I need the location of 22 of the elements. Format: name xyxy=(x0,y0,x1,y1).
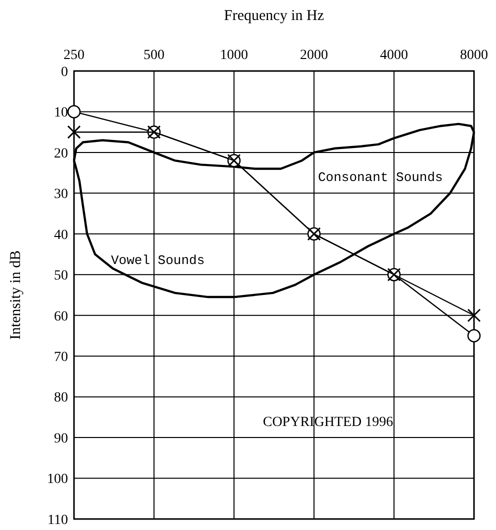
y-tick-label: 70 xyxy=(54,350,68,365)
y-tick-label: 40 xyxy=(54,228,68,243)
y-tick-label: 110 xyxy=(48,512,68,528)
y-tick-label: 50 xyxy=(54,268,68,284)
y-tick-label: 60 xyxy=(54,309,68,324)
x-tick-label: 500 xyxy=(144,48,164,63)
x-tick-label: 1000 xyxy=(220,48,248,63)
y-tick-label: 20 xyxy=(54,146,68,162)
x-tick-label: 4000 xyxy=(380,48,408,63)
x-axis-title: Frequency in Hz xyxy=(224,8,324,24)
y-tick-label: 80 xyxy=(54,390,68,406)
x-tick-label: 250 xyxy=(64,48,84,63)
y-tick-label: 0 xyxy=(61,64,68,80)
y-tick-label: 90 xyxy=(54,431,68,446)
y-tick-label: 100 xyxy=(47,472,68,488)
x-tick-label: 8000 xyxy=(460,48,488,63)
annotation: Consonant Sounds xyxy=(318,170,443,185)
y-tick-label: 10 xyxy=(54,106,68,121)
y-axis-title: Intensity in dB xyxy=(8,250,24,340)
annotation: Vowel Sounds xyxy=(111,253,205,268)
x-tick-label: 2000 xyxy=(300,48,328,63)
y-tick-label: 30 xyxy=(54,187,68,202)
